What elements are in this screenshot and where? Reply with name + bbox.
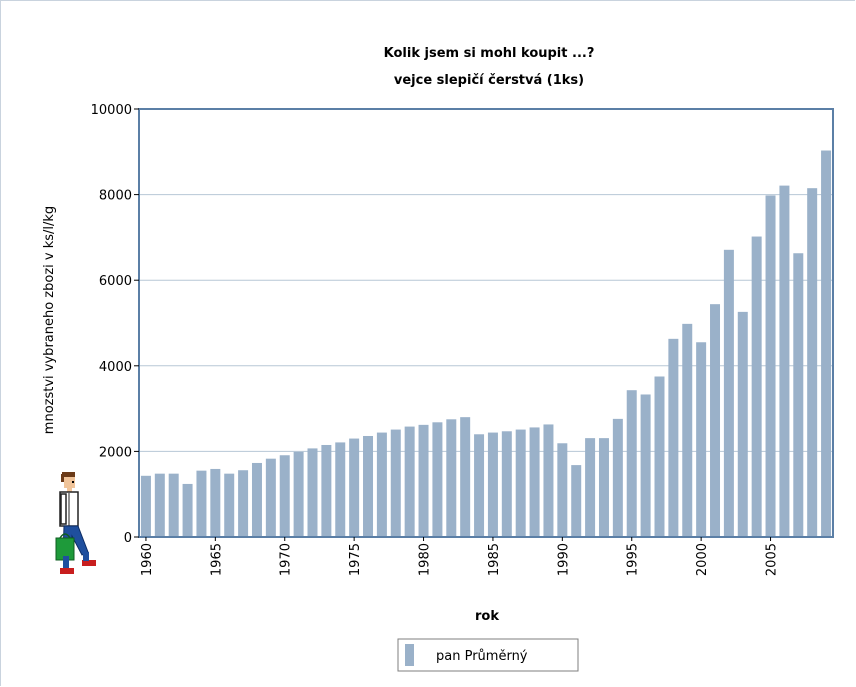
bar [779,185,790,538]
bar [224,473,235,537]
bar [418,424,429,537]
bar [474,434,485,537]
bar [238,470,249,537]
bar [696,342,707,537]
x-tick-label: 1980 [418,543,433,576]
bar [710,304,721,537]
legend-swatch [405,644,414,666]
bar [446,419,457,537]
x-tick-label: 1975 [348,543,363,576]
bar [571,465,582,537]
bar [654,376,665,537]
legend-label: pan Průměrný [436,649,528,664]
bar [376,432,387,537]
chart-title: Kolik jsem si mohl koupit ...? [384,46,595,61]
bar [557,443,568,537]
x-tick-label: 1970 [279,543,294,576]
bar [737,311,748,537]
bar [640,394,651,537]
walking-man-icon [55,472,96,574]
bar [363,435,374,537]
bar [140,475,151,537]
chart-subtitle: vejce slepičí čerstvá (1ks) [394,73,584,88]
x-tick-label: 2005 [765,543,780,576]
bar [765,195,776,537]
y-tick-label: 4000 [99,360,132,375]
bar [335,442,346,537]
bar [182,483,193,537]
bar [265,458,276,537]
y-tick-label: 2000 [99,445,132,460]
y-tick-label: 8000 [99,189,132,204]
y-axis-label: mnozstvi vybraneho zbozi v ks/l/kg [42,206,57,434]
bar [321,444,332,537]
bar [404,426,415,537]
y-axis-ticks: 0 2000 4000 6000 8000 10000 [91,103,139,546]
bar [529,427,540,537]
bar [682,323,693,537]
bars [140,150,832,538]
bar [432,422,443,537]
bar [821,150,832,537]
x-tick-label: 2000 [695,543,710,576]
x-tick-label: 1990 [556,543,571,576]
bar [210,468,221,537]
bar [293,451,304,537]
bar [251,462,262,537]
bar [487,432,498,537]
bar [612,418,623,537]
bar [515,429,526,537]
bar [196,470,207,537]
bar [626,390,637,537]
x-tick-label: 1995 [626,543,641,576]
bar [154,473,165,537]
legend: pan Průměrný [397,638,579,672]
bar [501,431,512,537]
bar [807,188,818,537]
bar [390,429,401,537]
plot-border [138,108,834,538]
bar [723,249,734,537]
bar [349,438,360,537]
x-tick-label: 1960 [140,543,155,576]
x-axis-ticks: 1960 1965 1970 1975 1980 1985 1990 1995 2000 2005 [140,537,780,576]
bar [668,338,679,537]
bar [751,236,762,538]
bar [279,455,290,537]
x-axis-label: rok [475,609,499,624]
x-tick-label: 1985 [487,543,502,576]
y-tick-label: 6000 [99,274,132,289]
bar [585,438,596,537]
bar [543,424,554,537]
y-tick-label: 10000 [91,103,132,118]
bar [460,417,471,537]
bar [307,448,318,537]
bar [793,253,804,538]
x-tick-label: 1965 [209,543,224,576]
legend-box [397,638,579,672]
bar [168,473,179,537]
bar [598,438,609,537]
y-tick-label: 0 [124,531,132,546]
